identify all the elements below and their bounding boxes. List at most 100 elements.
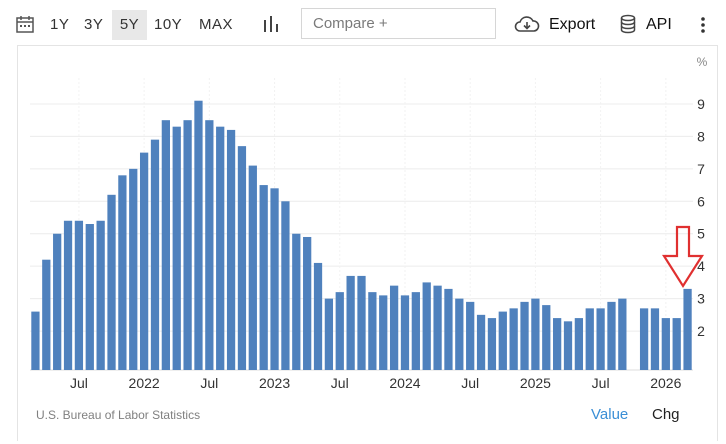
bar[interactable]: [259, 185, 268, 370]
x-tick-label: Jul: [200, 375, 218, 391]
value-toggle[interactable]: Value: [591, 406, 629, 423]
bar[interactable]: [368, 292, 377, 370]
bar[interactable]: [270, 188, 279, 370]
bar[interactable]: [161, 120, 170, 371]
bar[interactable]: [226, 129, 236, 370]
x-axis-ticks: Jul 2022 Jul 2023 Jul 2024 Jul 2025 Jul 2026: [70, 375, 682, 391]
x-tick-label: Jul: [461, 375, 479, 391]
bar[interactable]: [248, 165, 257, 370]
bar[interactable]: [607, 301, 616, 370]
bar[interactable]: [455, 298, 464, 370]
bar[interactable]: [357, 275, 366, 370]
source-label: U.S. Bureau of Labor Statistics: [36, 408, 201, 422]
bar[interactable]: [85, 224, 94, 370]
bar[interactable]: [476, 314, 486, 370]
bar[interactable]: [237, 146, 247, 370]
bar[interactable]: [444, 288, 453, 370]
x-tick-label: Jul: [331, 375, 349, 391]
range-5y-button[interactable]: 5Y: [112, 10, 147, 40]
bar[interactable]: [107, 194, 116, 370]
range-3y-button[interactable]: 3Y: [84, 16, 104, 33]
bar[interactable]: [292, 233, 301, 370]
y-tick-label: 9: [697, 96, 705, 112]
bar[interactable]: [216, 126, 225, 370]
bar[interactable]: [509, 308, 518, 370]
more-vertical-icon[interactable]: [700, 16, 706, 39]
bar[interactable]: [683, 288, 692, 370]
chg-toggle[interactable]: Chg: [652, 406, 680, 423]
chart-bars: [31, 100, 692, 371]
compare-input[interactable]: [301, 8, 496, 39]
bar[interactable]: [422, 282, 431, 370]
bar[interactable]: [324, 298, 334, 370]
range-10y-button[interactable]: 10Y: [154, 16, 183, 33]
y-tick-label: 5: [697, 226, 705, 242]
bar[interactable]: [194, 100, 203, 371]
bar[interactable]: [574, 318, 584, 370]
bar[interactable]: [487, 318, 497, 370]
bar[interactable]: [42, 259, 51, 370]
export-button[interactable]: Export: [549, 16, 596, 33]
x-tick-label: 2022: [129, 375, 160, 391]
bar[interactable]: [183, 120, 192, 371]
bar[interactable]: [389, 285, 399, 370]
y-axis-ticks: 2 3 4 5 6 7 8 9: [697, 96, 705, 339]
y-tick-label: 6: [697, 193, 705, 209]
bar[interactable]: [74, 220, 84, 370]
x-tick-label: 2026: [650, 375, 681, 391]
bar[interactable]: [596, 308, 605, 370]
bar[interactable]: [553, 318, 562, 370]
x-tick-label: 2025: [520, 375, 551, 391]
bar[interactable]: [118, 175, 127, 370]
bar[interactable]: [563, 321, 573, 370]
bar[interactable]: [498, 311, 507, 370]
bar[interactable]: [346, 275, 355, 370]
y-tick-label: 3: [697, 291, 705, 307]
y-tick-label: 4: [697, 258, 705, 274]
bar[interactable]: [542, 305, 551, 370]
y-unit-label: %: [697, 55, 708, 69]
x-tick-label: 2023: [259, 375, 290, 391]
bar[interactable]: [63, 220, 73, 370]
database-icon[interactable]: [620, 14, 636, 39]
bar[interactable]: [53, 233, 62, 370]
bar[interactable]: [639, 308, 649, 370]
bar[interactable]: [96, 220, 105, 370]
x-tick-label: Jul: [592, 375, 610, 391]
bar[interactable]: [129, 168, 138, 370]
bar[interactable]: [139, 152, 149, 370]
bar[interactable]: [650, 308, 660, 370]
bar[interactable]: [205, 120, 214, 371]
bar[interactable]: [618, 298, 627, 370]
x-tick-label: 2024: [389, 375, 420, 391]
bar[interactable]: [379, 295, 388, 370]
api-button[interactable]: API: [646, 16, 672, 33]
y-tick-label: 7: [697, 161, 705, 177]
bar[interactable]: [661, 318, 670, 370]
cloud-download-icon[interactable]: [514, 14, 540, 39]
bar[interactable]: [585, 308, 594, 370]
bar[interactable]: [433, 285, 442, 370]
bar[interactable]: [281, 201, 290, 370]
chart-frame: [17, 45, 718, 441]
y-tick-label: 2: [697, 323, 705, 339]
bar[interactable]: [520, 301, 529, 370]
bar-chart-icon[interactable]: [262, 15, 280, 38]
calendar-icon[interactable]: [15, 14, 35, 39]
bar[interactable]: [303, 236, 312, 370]
bar[interactable]: [531, 298, 540, 370]
bar[interactable]: [400, 295, 410, 370]
bar[interactable]: [335, 292, 344, 370]
bar[interactable]: [31, 311, 40, 370]
annotation-down-arrow: [662, 225, 704, 289]
bar[interactable]: [411, 292, 420, 370]
bar[interactable]: [150, 139, 160, 370]
bar[interactable]: [313, 262, 323, 370]
range-max-button[interactable]: MAX: [199, 16, 234, 33]
bar[interactable]: [172, 126, 181, 370]
bar[interactable]: [466, 301, 475, 370]
range-1y-button[interactable]: 1Y: [50, 16, 70, 33]
chart-toolbar: 1Y 3Y 5Y 10Y MAX Export API: [0, 0, 726, 48]
bar[interactable]: [672, 318, 681, 370]
